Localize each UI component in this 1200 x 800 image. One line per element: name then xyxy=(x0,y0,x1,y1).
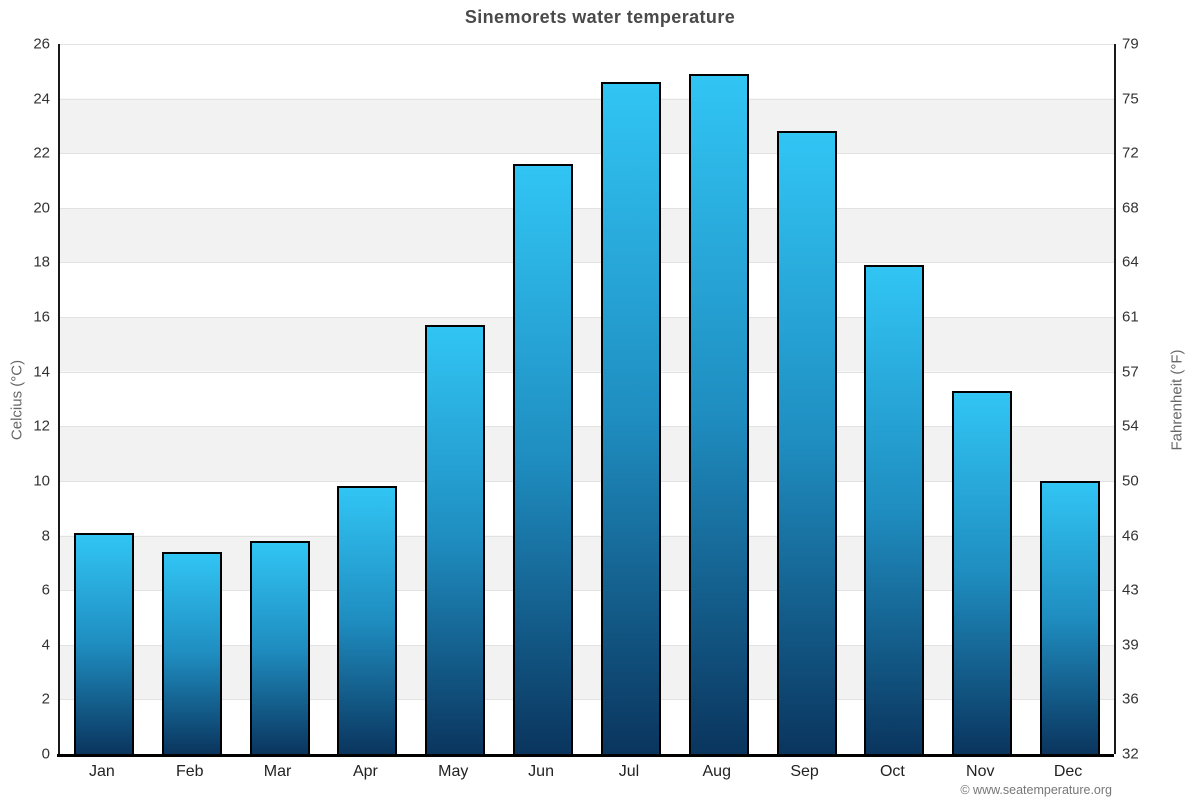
ytick-fahrenheit-72: 72 xyxy=(1122,144,1139,162)
plot-area xyxy=(58,44,1116,754)
xtick-month-mar: Mar xyxy=(263,763,292,780)
ytick-fahrenheit-50: 50 xyxy=(1122,472,1139,490)
ytick-fahrenheit-57: 57 xyxy=(1122,363,1139,381)
gridline-6c xyxy=(60,590,1114,592)
ytick-celsius-24: 24 xyxy=(33,90,50,108)
ytick-fahrenheit-79: 79 xyxy=(1122,35,1139,53)
bar-sep xyxy=(776,131,837,754)
gridline-12c xyxy=(60,426,1114,428)
gridline-24c xyxy=(60,98,1114,100)
ytick-fahrenheit-36: 36 xyxy=(1122,690,1139,708)
y-axis-title-fahrenheit: Fahrenheit (°F) xyxy=(1168,349,1186,451)
gridline-20c xyxy=(60,207,1114,209)
xtick-month-may: May xyxy=(438,763,469,780)
ytick-fahrenheit-61: 61 xyxy=(1122,308,1139,326)
ytick-fahrenheit-39: 39 xyxy=(1122,636,1139,654)
ytick-fahrenheit-64: 64 xyxy=(1122,253,1139,271)
x-axis-line xyxy=(57,754,1114,757)
xtick-month-dec: Dec xyxy=(1053,763,1083,780)
xtick-month-oct: Oct xyxy=(879,763,905,780)
bar-dec xyxy=(1040,480,1101,754)
ytick-celsius-26: 26 xyxy=(33,35,50,53)
bar-jan xyxy=(73,532,134,754)
bar-jul xyxy=(600,82,661,754)
ytick-celsius-12: 12 xyxy=(33,417,50,435)
bar-apr xyxy=(337,486,398,754)
xtick-month-nov: Nov xyxy=(966,763,995,780)
chart-title: Sinemorets water temperature xyxy=(464,7,736,27)
ytick-celsius-6: 6 xyxy=(41,581,50,599)
ytick-celsius-18: 18 xyxy=(33,253,50,271)
xtick-month-aug: Aug xyxy=(702,763,731,780)
ytick-fahrenheit-54: 54 xyxy=(1122,417,1139,435)
gridline-14c xyxy=(60,371,1114,373)
ytick-celsius-16: 16 xyxy=(33,308,50,326)
ytick-celsius-8: 8 xyxy=(41,527,50,545)
ytick-fahrenheit-68: 68 xyxy=(1122,199,1139,217)
bar-jun xyxy=(513,164,574,754)
copyright-attribution: © www.seatemperature.org xyxy=(960,783,1112,797)
bar-mar xyxy=(249,541,310,754)
ytick-celsius-4: 4 xyxy=(41,636,50,654)
xtick-month-sep: Sep xyxy=(790,763,819,780)
xtick-month-jan: Jan xyxy=(89,763,115,780)
xtick-month-apr: Apr xyxy=(352,763,378,780)
gridline-8c xyxy=(60,535,1114,537)
bar-may xyxy=(425,325,486,754)
ytick-fahrenheit-46: 46 xyxy=(1122,527,1139,545)
bar-nov xyxy=(952,390,1013,754)
gridline-16c xyxy=(60,317,1114,319)
xtick-month-jul: Jul xyxy=(618,763,640,780)
gridline-4c xyxy=(60,644,1114,646)
ytick-celsius-14: 14 xyxy=(33,363,50,381)
bar-aug xyxy=(688,74,749,754)
ytick-fahrenheit-43: 43 xyxy=(1122,581,1139,599)
gridline-10c xyxy=(60,480,1114,482)
bar-feb xyxy=(161,551,222,754)
ytick-celsius-20: 20 xyxy=(33,199,50,217)
gridline-26c xyxy=(60,44,1114,45)
xtick-month-jun: Jun xyxy=(528,763,554,780)
gridline-2c xyxy=(60,699,1114,701)
gridline-22c xyxy=(60,153,1114,155)
bar-oct xyxy=(864,265,925,754)
ytick-fahrenheit-75: 75 xyxy=(1122,90,1139,108)
ytick-celsius-22: 22 xyxy=(33,144,50,162)
y-axis-title-celsius: Celcius (°C) xyxy=(8,359,26,441)
xtick-month-feb: Feb xyxy=(175,763,204,780)
ytick-celsius-0: 0 xyxy=(41,745,50,763)
gridline-18c xyxy=(60,262,1114,264)
ytick-celsius-10: 10 xyxy=(33,472,50,490)
ytick-celsius-2: 2 xyxy=(41,690,50,708)
ytick-fahrenheit-32: 32 xyxy=(1122,745,1139,763)
